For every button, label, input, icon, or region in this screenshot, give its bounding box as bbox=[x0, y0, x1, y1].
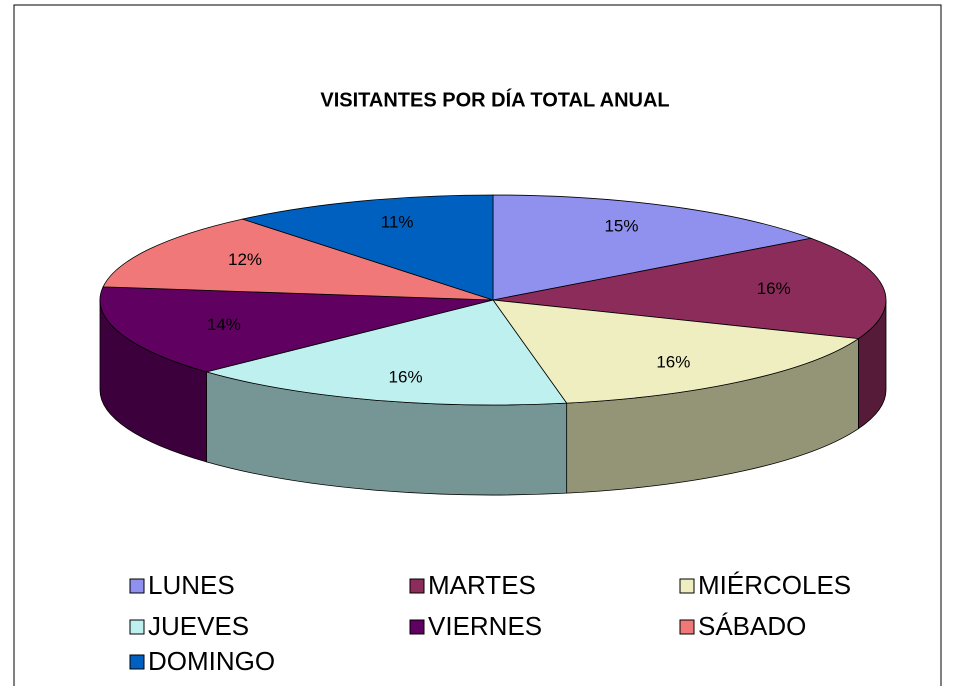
legend-label: VIERNES bbox=[428, 611, 542, 641]
data-label: 16% bbox=[389, 367, 423, 386]
legend-label: MARTES bbox=[428, 570, 536, 600]
legend-label: MIÉRCOLES bbox=[698, 570, 851, 600]
legend-swatch bbox=[409, 578, 425, 594]
data-label: 11% bbox=[381, 212, 414, 231]
pie-slice bbox=[492, 299, 860, 404]
legend-swatch bbox=[129, 578, 145, 594]
pie-slice bbox=[240, 194, 494, 301]
data-label: 12% bbox=[228, 250, 262, 269]
legend-swatch bbox=[409, 619, 425, 635]
legend-label: JUEVES bbox=[148, 611, 249, 641]
pie-slice bbox=[102, 218, 494, 301]
data-label: 15% bbox=[604, 217, 638, 236]
data-label: 16% bbox=[757, 279, 791, 298]
legend-swatch bbox=[679, 619, 695, 635]
legend-label: DOMINGO bbox=[148, 646, 275, 676]
legend-label: SÁBADO bbox=[698, 611, 806, 641]
legend-label: LUNES bbox=[148, 570, 235, 600]
pie-slice bbox=[492, 237, 887, 340]
data-label: 14% bbox=[207, 315, 241, 334]
pie-slice bbox=[492, 194, 813, 301]
chart-title: VISITANTES POR DÍA TOTAL ANUAL bbox=[320, 88, 669, 111]
pie-slice bbox=[204, 299, 568, 406]
legend-swatch bbox=[679, 578, 695, 594]
pie-slice bbox=[99, 286, 494, 373]
legend-swatch bbox=[129, 619, 145, 635]
legend-swatch bbox=[129, 654, 145, 670]
data-label: 16% bbox=[656, 353, 690, 372]
